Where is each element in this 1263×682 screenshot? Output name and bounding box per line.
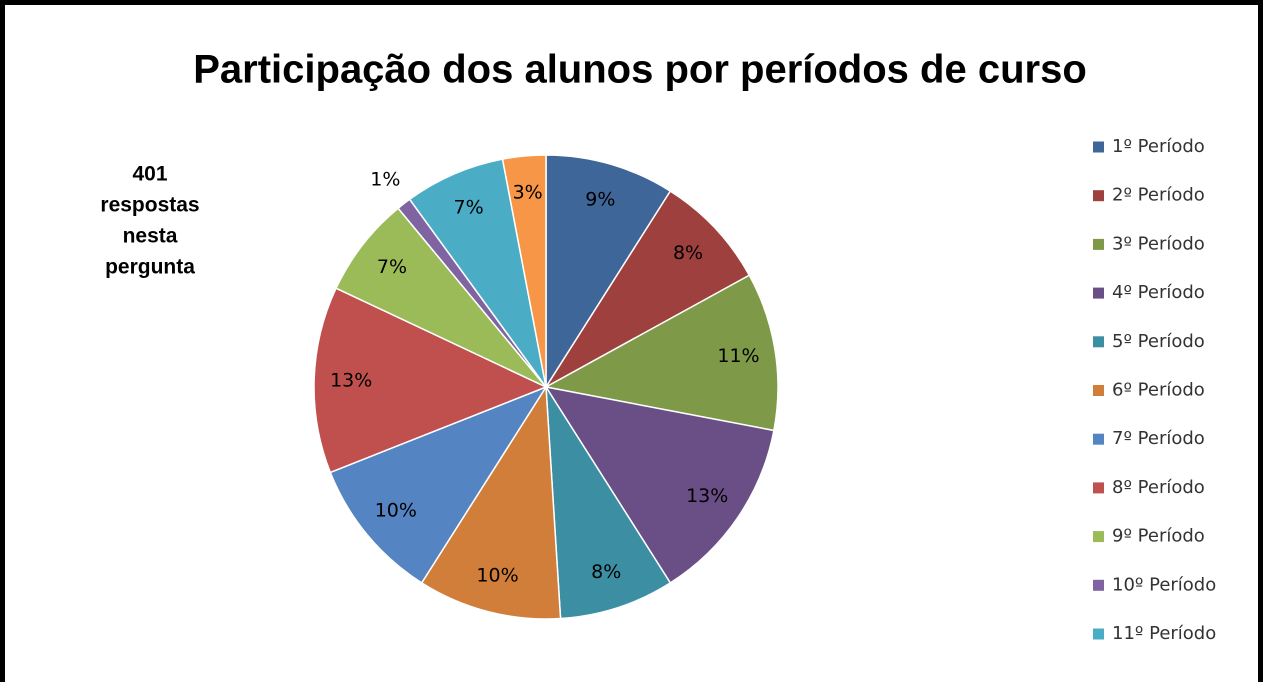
pie-slice (329, 385, 548, 584)
pie-slice (545, 154, 672, 390)
data-label: 9% (585, 188, 615, 210)
legend-label: 4º Período (1112, 282, 1205, 303)
data-label: 1% (370, 168, 400, 190)
data-label: 13% (686, 485, 728, 507)
legend-swatch (1093, 531, 1104, 543)
pie-slice (544, 385, 775, 584)
data-label: 10% (375, 500, 417, 522)
legend-label: 3º Período (1112, 233, 1205, 254)
pie-slice (335, 207, 547, 388)
legend-swatch (1093, 287, 1104, 299)
legend-label: 7º Período (1112, 428, 1205, 449)
legend-label: 2º Período (1112, 185, 1205, 206)
chart-title: Participação dos alunos por períodos de … (193, 48, 1087, 92)
legend-label: 8º Período (1112, 477, 1205, 498)
legend-label: 11º Período (1112, 623, 1216, 644)
pie-slice (313, 287, 548, 474)
legend-label: 5º Período (1112, 331, 1205, 352)
legend-swatch (1093, 238, 1104, 250)
pie-slice (420, 384, 562, 620)
data-label: 11% (717, 345, 759, 367)
legend-swatch (1093, 336, 1104, 348)
legend-swatch (1093, 190, 1104, 202)
annotation: pergunta (105, 256, 195, 279)
legend-swatch (1093, 628, 1104, 640)
legend-label: 6º Período (1112, 380, 1205, 401)
pie-slice (545, 386, 672, 620)
annotation: nesta (123, 225, 178, 248)
data-label: 3% (513, 181, 543, 203)
data-label: 8% (591, 561, 621, 583)
pie-slice (408, 158, 547, 388)
pie-slice (545, 190, 751, 388)
data-label: 10% (476, 564, 518, 586)
annotation: 401 (132, 163, 167, 186)
data-label: 7% (377, 256, 407, 278)
data-label: 8% (673, 242, 703, 264)
legend-swatch (1093, 482, 1104, 494)
legend-swatch (1093, 141, 1104, 153)
data-label: 7% (454, 197, 484, 219)
legend-swatch (1093, 385, 1104, 396)
data-label: 13% (330, 369, 372, 391)
legend-label: 9º Período (1112, 526, 1205, 547)
pie-slice (543, 274, 779, 432)
annotation: respostas (100, 194, 199, 217)
legend-label: 1º Período (1112, 136, 1205, 157)
legend-swatch (1093, 579, 1104, 591)
pie-slice (501, 154, 547, 388)
legend-swatch (1093, 433, 1104, 445)
legend-label: 10º Período (1112, 574, 1216, 595)
